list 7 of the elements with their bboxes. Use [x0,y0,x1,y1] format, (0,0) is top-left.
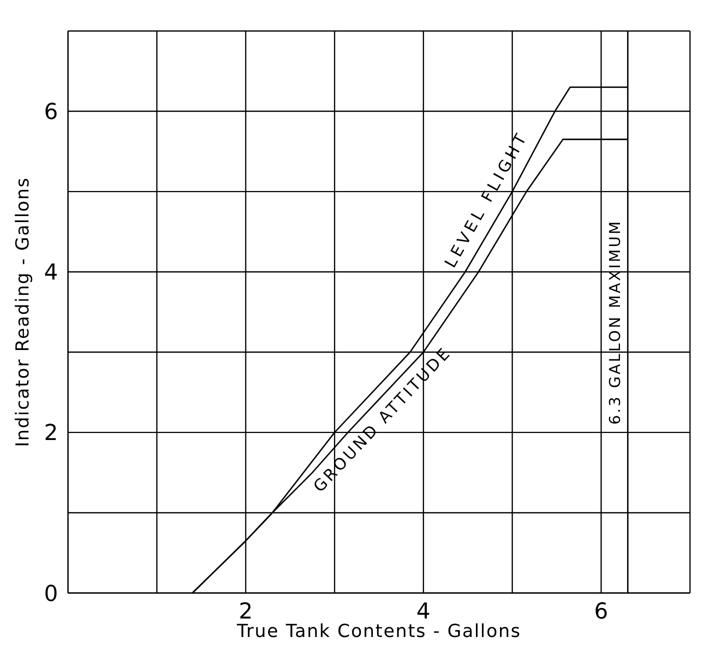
ref-line-label: 6.3 GALLON MAXIMUM [606,219,624,425]
y-tick-label: 2 [44,421,58,446]
y-tick-label: 6 [44,100,58,126]
y-tick-label: 0 [44,582,58,607]
x-tick-label: 6 [594,600,608,625]
y-tick-label: 4 [44,260,58,286]
y-axis-title: Indicator Reading - Gallons [12,176,34,448]
